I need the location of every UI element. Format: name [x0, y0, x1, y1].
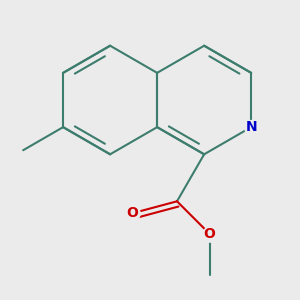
Text: O: O — [127, 206, 138, 220]
Text: N: N — [245, 120, 257, 134]
Text: O: O — [204, 227, 216, 241]
